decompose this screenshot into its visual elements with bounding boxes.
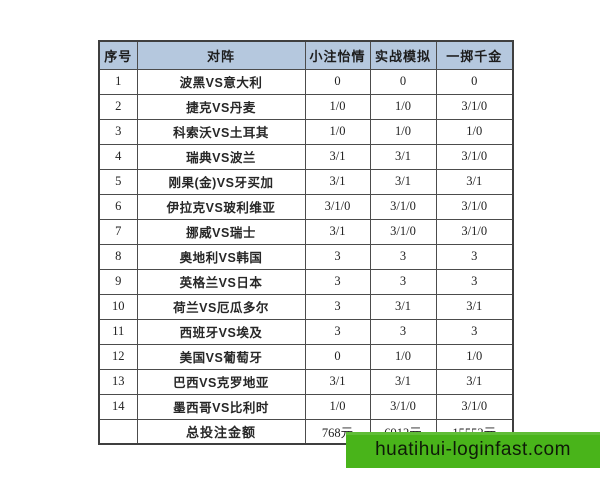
small-bet-cell: 3/1	[304, 143, 371, 170]
total-row: 总投注金额 768元 6912元 15552元	[98, 418, 514, 445]
table-row: 13 巴西VS克罗地亚 3/1 3/1 3/1	[98, 368, 514, 395]
big-bet-cell: 3	[435, 268, 514, 295]
matchup-cell: 捷克VS丹麦	[136, 93, 306, 120]
row-index-cell: 12	[98, 343, 138, 370]
table-row: 1 波黑VS意大利 0 0 0	[98, 68, 514, 95]
simulation-cell: 1/0	[369, 118, 437, 145]
big-bet-cell: 3/1/0	[435, 93, 514, 120]
matchup-cell: 西班牙VS埃及	[136, 318, 306, 345]
big-bet-cell: 3/1/0	[435, 193, 514, 220]
small-bet-cell: 3/1	[304, 218, 371, 245]
big-bet-cell: 1/0	[435, 118, 514, 145]
small-bet-cell: 0	[304, 68, 371, 95]
matchup-cell: 美国VS葡萄牙	[136, 343, 306, 370]
table-row: 9 英格兰VS日本 3 3 3	[98, 268, 514, 295]
row-index-cell: 2	[98, 93, 138, 120]
matchup-cell: 伊拉克VS玻利维亚	[136, 193, 306, 220]
row-index-cell: 5	[98, 168, 138, 195]
matchup-cell: 波黑VS意大利	[136, 68, 306, 95]
row-index-cell: 4	[98, 143, 138, 170]
table-row: 6 伊拉克VS玻利维亚 3/1/0 3/1/0 3/1/0	[98, 193, 514, 220]
row-index-cell: 3	[98, 118, 138, 145]
table-row: 2 捷克VS丹麦 1/0 1/0 3/1/0	[98, 93, 514, 120]
betting-odds-table: 序号 对阵 小注怡情 实战模拟 一掷千金 1 波黑VS意大利 0 0 0 2 捷…	[98, 40, 514, 445]
header-cell-matchup: 对阵	[136, 40, 306, 70]
big-bet-cell: 3/1/0	[435, 143, 514, 170]
small-bet-cell: 3	[304, 318, 371, 345]
big-bet-cell: 3/1	[435, 293, 514, 320]
small-bet-cell: 3	[304, 268, 371, 295]
small-bet-cell: 3/1	[304, 168, 371, 195]
simulation-cell: 3/1/0	[369, 393, 437, 420]
header-cell-simulation: 实战模拟	[369, 40, 437, 70]
small-bet-cell: 3	[304, 243, 371, 270]
matchup-cell: 科索沃VS土耳其	[136, 118, 306, 145]
simulation-cell: 3	[369, 268, 437, 295]
matchup-cell: 刚果(金)VS牙买加	[136, 168, 306, 195]
small-bet-cell: 1/0	[304, 118, 371, 145]
table-header-row: 序号 对阵 小注怡情 实战模拟 一掷千金	[98, 40, 514, 70]
table-row: 8 奥地利VS韩国 3 3 3	[98, 243, 514, 270]
simulation-cell: 1/0	[369, 93, 437, 120]
matchup-cell: 荷兰VS厄瓜多尔	[136, 293, 306, 320]
small-bet-cell: 3/1	[304, 368, 371, 395]
matchup-cell: 瑞典VS波兰	[136, 143, 306, 170]
small-bet-cell: 1/0	[304, 393, 371, 420]
row-index-cell: 14	[98, 393, 138, 420]
big-bet-cell: 3/1/0	[435, 393, 514, 420]
row-index-cell: 9	[98, 268, 138, 295]
simulation-cell: 3	[369, 318, 437, 345]
table-row: 7 挪威VS瑞士 3/1 3/1/0 3/1/0	[98, 218, 514, 245]
header-cell-big-bet: 一掷千金	[435, 40, 514, 70]
row-index-cell: 10	[98, 293, 138, 320]
header-cell-small-bet: 小注怡情	[304, 40, 371, 70]
simulation-cell: 3/1	[369, 293, 437, 320]
header-cell-index: 序号	[98, 40, 138, 70]
total-small-bet: 768元	[304, 418, 371, 445]
simulation-cell: 3/1/0	[369, 218, 437, 245]
table-body: 1 波黑VS意大利 0 0 0 2 捷克VS丹麦 1/0 1/0 3/1/0 3…	[98, 68, 514, 420]
total-label-cell: 总投注金额	[136, 418, 306, 445]
big-bet-cell: 3	[435, 243, 514, 270]
matchup-cell: 墨西哥VS比利时	[136, 393, 306, 420]
row-index-cell: 1	[98, 68, 138, 95]
row-index-cell: 7	[98, 218, 138, 245]
simulation-cell: 3/1	[369, 143, 437, 170]
big-bet-cell: 1/0	[435, 343, 514, 370]
table-row: 12 美国VS葡萄牙 0 1/0 1/0	[98, 343, 514, 370]
big-bet-cell: 3	[435, 318, 514, 345]
total-index-cell	[98, 418, 138, 445]
matchup-cell: 奥地利VS韩国	[136, 243, 306, 270]
table-row: 10 荷兰VS厄瓜多尔 3 3/1 3/1	[98, 293, 514, 320]
matchup-cell: 挪威VS瑞士	[136, 218, 306, 245]
big-bet-cell: 3/1	[435, 368, 514, 395]
row-index-cell: 11	[98, 318, 138, 345]
simulation-cell: 3/1/0	[369, 193, 437, 220]
table-row: 4 瑞典VS波兰 3/1 3/1 3/1/0	[98, 143, 514, 170]
row-index-cell: 6	[98, 193, 138, 220]
row-index-cell: 13	[98, 368, 138, 395]
table-row: 11 西班牙VS埃及 3 3 3	[98, 318, 514, 345]
matchup-cell: 英格兰VS日本	[136, 268, 306, 295]
watermark-text: huatihui-loginfast.com	[375, 439, 571, 460]
row-index-cell: 8	[98, 243, 138, 270]
watermark-banner: huatihui-loginfast.com	[346, 432, 600, 468]
simulation-cell: 0	[369, 68, 437, 95]
small-bet-cell: 3/1/0	[304, 193, 371, 220]
table-row: 14 墨西哥VS比利时 1/0 3/1/0 3/1/0	[98, 393, 514, 420]
table-row: 5 刚果(金)VS牙买加 3/1 3/1 3/1	[98, 168, 514, 195]
big-bet-cell: 0	[435, 68, 514, 95]
simulation-cell: 3/1	[369, 168, 437, 195]
table-row: 3 科索沃VS土耳其 1/0 1/0 1/0	[98, 118, 514, 145]
big-bet-cell: 3/1/0	[435, 218, 514, 245]
small-bet-cell: 1/0	[304, 93, 371, 120]
small-bet-cell: 0	[304, 343, 371, 370]
big-bet-cell: 3/1	[435, 168, 514, 195]
simulation-cell: 3/1	[369, 368, 437, 395]
matchup-cell: 巴西VS克罗地亚	[136, 368, 306, 395]
simulation-cell: 1/0	[369, 343, 437, 370]
simulation-cell: 3	[369, 243, 437, 270]
small-bet-cell: 3	[304, 293, 371, 320]
